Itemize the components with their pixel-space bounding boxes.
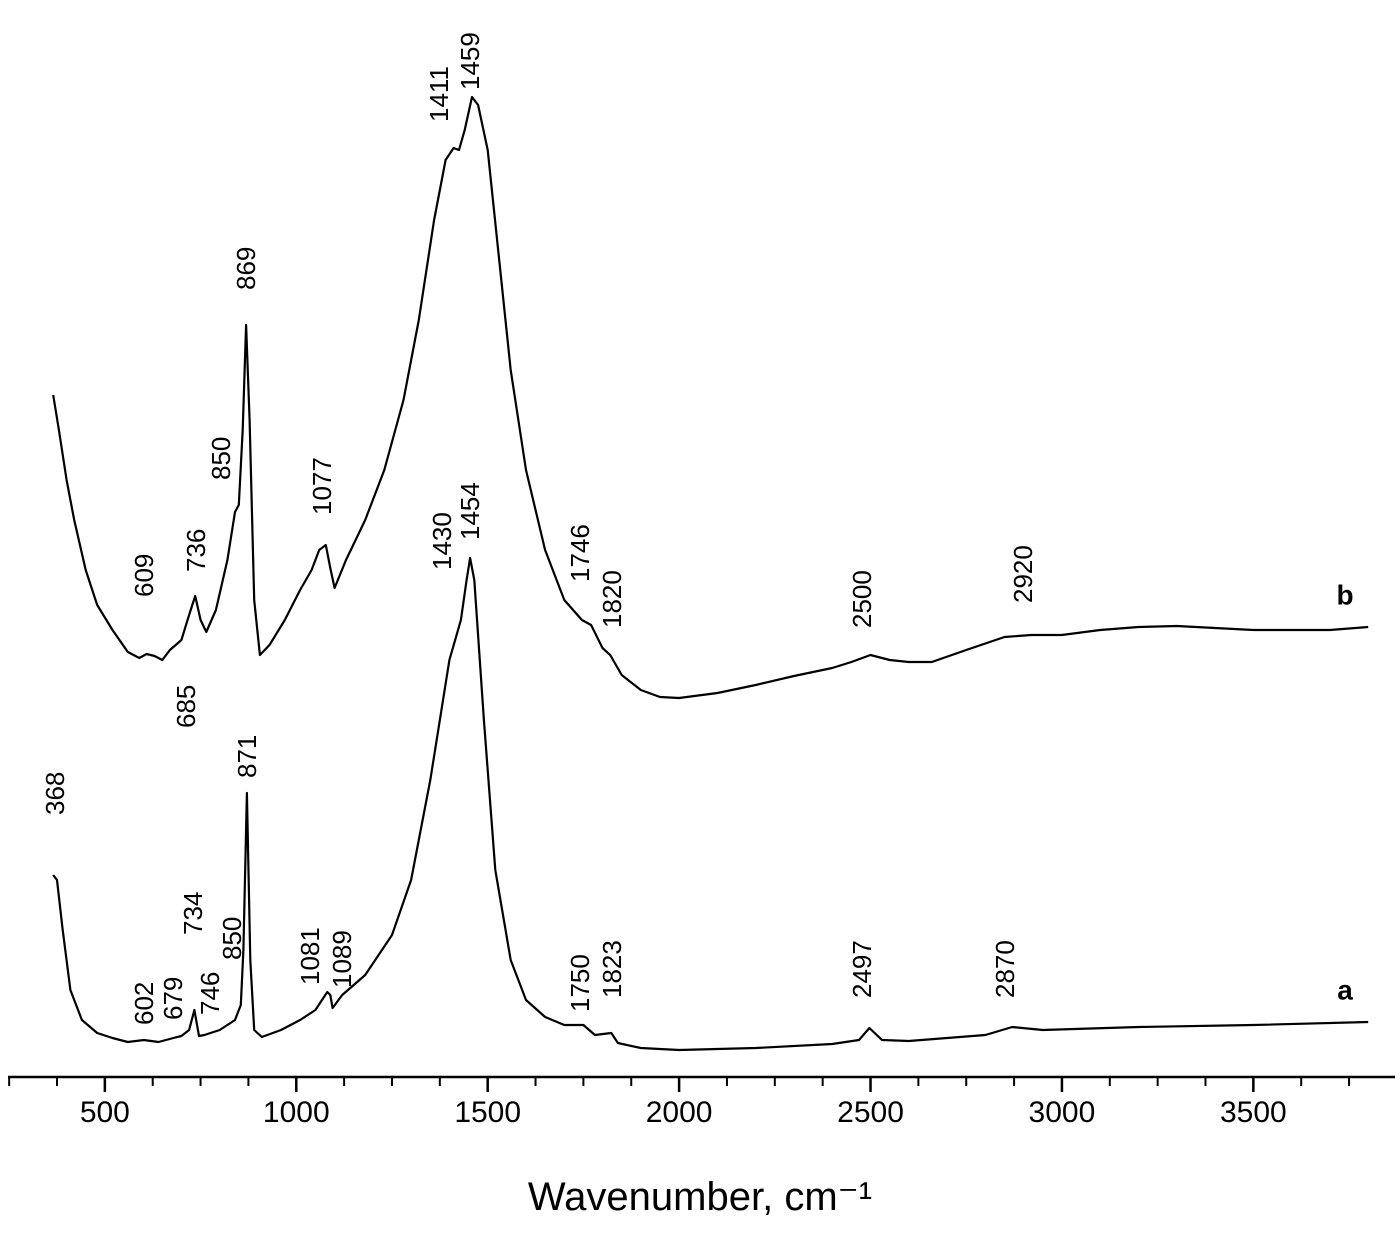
peak-label: 1746 (565, 524, 595, 582)
peak-label: 1089 (327, 930, 357, 988)
spectrum-line (52, 95, 1369, 700)
peak-label: 871 (232, 735, 262, 778)
peak-label: 368 (40, 772, 70, 815)
x-tick-label: 500 (80, 1096, 130, 1129)
peak-label: 609 (129, 554, 159, 597)
x-tick-label: 1000 (263, 1096, 330, 1129)
peak-label: 1459 (455, 32, 485, 90)
peak-label: 685 (171, 685, 201, 728)
x-tick-label: 3000 (1029, 1096, 1096, 1129)
peak-label: 736 (181, 529, 211, 572)
peak-label: 1430 (427, 512, 457, 570)
x-axis-label: Wavenumber, cm⁻¹ (528, 1175, 872, 1219)
peak-label: 1411 (424, 66, 454, 122)
peak-label: 746 (195, 972, 225, 1015)
peak-label: 1750 (565, 954, 595, 1012)
peak-label: 1077 (307, 457, 337, 515)
peak-label: 602 (129, 982, 159, 1025)
peak-label: 2500 (847, 570, 877, 628)
x-tick-label: 3500 (1220, 1096, 1287, 1129)
peak-label: 1823 (597, 940, 627, 998)
series-label: a (1337, 974, 1353, 1005)
x-tick-label: 1500 (454, 1096, 521, 1129)
peak-label: 734 (178, 892, 208, 935)
peak-label: 850 (206, 437, 236, 480)
x-tick-label: 2500 (837, 1096, 904, 1129)
peak-label: 850 (217, 917, 247, 960)
peak-label: 1081 (295, 927, 325, 985)
peak-label: 2920 (1008, 545, 1038, 603)
peak-label: 1820 (597, 570, 627, 628)
spectrum-line (52, 556, 1369, 1052)
peak-label: 2870 (990, 940, 1020, 998)
peak-label: 1454 (455, 482, 485, 540)
peak-label: 679 (158, 977, 188, 1020)
x-tick-label: 2000 (646, 1096, 713, 1129)
series-label: b (1336, 579, 1353, 610)
peak-label: 2497 (847, 940, 877, 998)
peak-label: 869 (231, 247, 261, 290)
